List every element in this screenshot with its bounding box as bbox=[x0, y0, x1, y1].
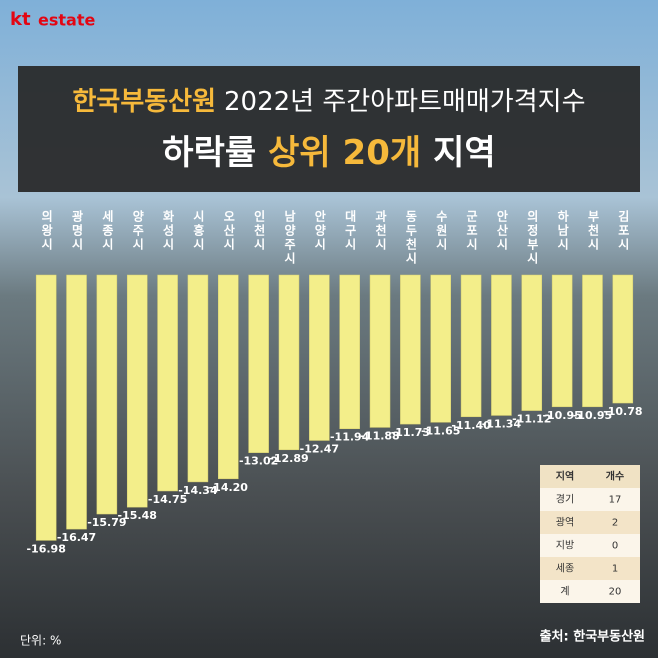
value-label: -12.47 bbox=[300, 442, 339, 455]
title-part: 지역 bbox=[433, 133, 496, 173]
title-part: 한국부동산원 bbox=[72, 87, 216, 117]
table-cell: 2 bbox=[612, 518, 618, 529]
title-part: 상위 20개 bbox=[268, 133, 421, 173]
bar bbox=[430, 274, 451, 423]
x-tick-label: 대구시 bbox=[343, 210, 357, 252]
value-label: -10.95 bbox=[542, 409, 581, 422]
table-cell: 경기 bbox=[556, 493, 574, 506]
bar bbox=[218, 274, 239, 480]
value-label: -11.94 bbox=[330, 431, 370, 444]
x-tick-label: 수원시 bbox=[434, 210, 448, 252]
value-label: -12.89 bbox=[269, 452, 308, 465]
bar bbox=[35, 274, 57, 541]
bar bbox=[491, 274, 512, 416]
value-label: -13.02 bbox=[239, 455, 278, 468]
logo-name: estate bbox=[38, 11, 95, 30]
x-tick-label: 의왕시 bbox=[40, 209, 54, 252]
title-line2: 하락률 상위 20개 지역 bbox=[162, 133, 495, 173]
bar bbox=[400, 274, 421, 425]
value-label: -11.88 bbox=[360, 429, 399, 442]
value-label: -11.73 bbox=[391, 426, 430, 439]
bar bbox=[582, 274, 603, 408]
value-label: -15.48 bbox=[118, 509, 157, 522]
x-tick-label: 광명시 bbox=[70, 209, 84, 252]
title-banner bbox=[18, 66, 640, 192]
table-header: 지역 bbox=[556, 470, 574, 483]
bar bbox=[612, 274, 634, 404]
table-cell: 1 bbox=[612, 564, 618, 575]
table-header: 개수 bbox=[606, 470, 624, 483]
bar bbox=[278, 274, 300, 451]
bar bbox=[521, 274, 543, 411]
x-tick-label: 오산시 bbox=[222, 210, 236, 252]
bar bbox=[460, 274, 482, 418]
x-tick-label: 부천시 bbox=[586, 210, 600, 252]
bar bbox=[157, 274, 178, 492]
x-tick-label: 의정부시 bbox=[525, 209, 539, 266]
value-label: -11.34 bbox=[482, 417, 522, 430]
value-label: -16.98 bbox=[26, 542, 65, 555]
x-tick-label: 남양주시 bbox=[282, 209, 296, 266]
logo-brand: kt bbox=[10, 9, 31, 30]
x-tick-label: 인천시 bbox=[252, 209, 266, 252]
bar bbox=[339, 274, 360, 429]
table-cell: 광역 bbox=[556, 517, 574, 529]
x-tick-label: 안산시 bbox=[495, 209, 509, 252]
bar bbox=[96, 274, 118, 515]
table-row-bg bbox=[540, 488, 640, 511]
title-part: 하락률 bbox=[162, 133, 256, 173]
table-cell: 0 bbox=[612, 541, 618, 552]
x-tick-label: 군포시 bbox=[465, 210, 479, 252]
value-label: -14.75 bbox=[148, 493, 187, 506]
table-row-bg bbox=[540, 534, 640, 557]
table-cell: 세종 bbox=[556, 563, 574, 575]
bar bbox=[248, 274, 269, 453]
x-tick-label: 하남시 bbox=[556, 209, 570, 252]
table-row-bg bbox=[540, 580, 640, 603]
table-cell: 20 bbox=[609, 587, 622, 598]
unit-note: 단위: % bbox=[20, 634, 61, 648]
bar bbox=[309, 274, 330, 441]
table-header-bg bbox=[540, 465, 640, 488]
x-tick-label: 양주시 bbox=[131, 209, 145, 252]
table-cell: 지방 bbox=[556, 540, 574, 552]
value-label: -11.40 bbox=[451, 419, 491, 432]
value-label: -10.95 bbox=[573, 409, 612, 422]
value-label: -14.34 bbox=[178, 484, 218, 497]
table-cell: 계 bbox=[560, 586, 569, 598]
x-tick-label: 화성시 bbox=[161, 209, 175, 252]
bar bbox=[66, 274, 87, 530]
value-label: -14.20 bbox=[209, 481, 249, 494]
table-row-bg bbox=[540, 557, 640, 580]
x-tick-label: 세종시 bbox=[100, 209, 114, 252]
table-row-bg bbox=[540, 511, 640, 534]
x-tick-label: 김포시 bbox=[616, 209, 630, 252]
bar bbox=[126, 274, 148, 508]
table-cell: 17 bbox=[609, 495, 622, 506]
value-label: -11.65 bbox=[421, 424, 460, 437]
bar bbox=[187, 274, 209, 483]
x-tick-label: 과천시 bbox=[374, 209, 388, 252]
value-label: -11.12 bbox=[512, 413, 551, 426]
x-tick-label: 안양시 bbox=[313, 209, 327, 252]
title-part: 2022년 주간아파트매매가격지수 bbox=[224, 87, 585, 117]
x-tick-label: 동두천시 bbox=[404, 210, 418, 266]
bar bbox=[551, 274, 573, 408]
x-tick-label: 시흥시 bbox=[191, 210, 205, 252]
bar bbox=[369, 274, 391, 428]
value-label: -10.78 bbox=[603, 405, 642, 418]
title-line1: 한국부동산원 2022년 주간아파트매매가격지수 bbox=[72, 87, 585, 117]
value-label: -16.47 bbox=[57, 531, 96, 544]
value-label: -15.79 bbox=[87, 516, 126, 529]
source: 출처: 한국부동산원 bbox=[540, 629, 645, 645]
